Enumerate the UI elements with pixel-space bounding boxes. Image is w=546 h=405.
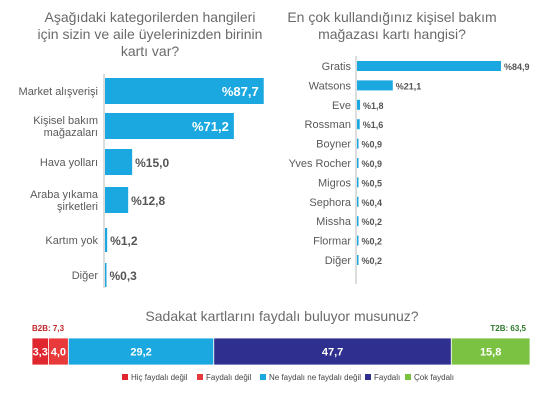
legend-swatch (405, 374, 411, 380)
chart2-category-label: Sephora (309, 197, 351, 209)
chart2-bar (357, 61, 501, 71)
legend-swatch (197, 374, 203, 380)
chart1-value-label: %1,2 (110, 234, 138, 248)
chart1-title-line: için sizin ve aile üyelerinizden birinin (38, 26, 263, 42)
chart1-bar (105, 263, 107, 287)
chart1-bar (105, 78, 264, 104)
stacked-segment-label: 4,0 (51, 347, 66, 359)
chart2-value-label: %0,2 (362, 256, 383, 266)
stacked-segment-label: 47,7 (322, 347, 343, 359)
chart1-category-label: Kişisel bakım (33, 115, 98, 127)
chart2-bar (357, 177, 359, 188)
legend-label: Çok faydalı (414, 373, 454, 382)
chart1-category-label: Market alışverişi (19, 86, 98, 98)
chart1-bar (105, 149, 133, 175)
chart1-value-label: %71,2 (192, 119, 229, 134)
legend-swatch (365, 374, 371, 380)
chart1-title-line: Aşağıdaki kategorilerden hangileri (45, 9, 256, 25)
chart1-category-label: Diğer (72, 270, 99, 282)
chart3-title: Sadakat kartlarını faydalı buluyor musun… (145, 308, 418, 324)
legend-swatch (122, 374, 128, 380)
chart2-value-label: %0,9 (362, 140, 383, 150)
chart1-category-label: Araba yıkama (30, 189, 99, 201)
chart2-value-label: %1,6 (363, 120, 384, 130)
chart2-category-label: Migros (318, 177, 352, 189)
chart2-value-label: %0,9 (362, 159, 383, 169)
chart2-category-label: Diğer (325, 255, 352, 267)
chart1-title-line: kartı var? (121, 43, 180, 59)
chart2-title-line: En çok kullandığınız kişisel bakım (287, 9, 496, 25)
chart1-value-label: %0,3 (110, 269, 138, 283)
chart1-bar (105, 187, 129, 213)
stacked-segment-label: 15,8 (480, 347, 501, 359)
chart2-bar (357, 80, 393, 91)
chart2-value-label: %0,2 (362, 237, 383, 247)
chart2-bar (357, 196, 359, 207)
chart2-category-label: Gratis (322, 61, 352, 73)
legend-label: Faydalı değil (206, 373, 252, 382)
chart2-category-label: Watsons (309, 80, 352, 92)
chart2-bar (357, 235, 359, 246)
chart2-title-line: mağazası kartı hangisi? (318, 26, 466, 42)
chart2-bar (357, 119, 360, 130)
chart1-category-label: mağazaları (44, 127, 98, 139)
stacked-segment (450, 337, 531, 366)
chart2-bar (357, 158, 359, 168)
chart2-category-label: Eve (332, 100, 351, 112)
chart1-value-label: %12,8 (131, 194, 165, 208)
chart2-bar (357, 99, 361, 110)
chart2-bar (357, 255, 359, 265)
chart2-value-label: %0,4 (362, 198, 383, 208)
chart1-category-label: şirketleri (57, 201, 98, 213)
chart2-category-label: Rossman (305, 119, 351, 131)
stacked-segment-label: 29,2 (130, 347, 151, 359)
chart2-category-label: Yves Rocher (289, 158, 352, 170)
chart2-category-label: Boyner (316, 139, 351, 151)
chart1-value-label: %87,7 (222, 84, 259, 99)
b2b-label: B2B: 7,3 (32, 324, 65, 333)
chart1-bar (105, 228, 108, 252)
legend-label: Faydalı (374, 373, 400, 382)
chart2-value-label: %0,5 (362, 178, 383, 188)
chart2-category-label: Missha (316, 216, 352, 228)
chart2-value-label: %21,1 (396, 81, 422, 91)
chart2-category-label: Flormar (313, 236, 351, 248)
legend-label: Ne faydalı ne faydalı değil (269, 373, 361, 382)
stacked-segment-label: 3,3 (33, 347, 48, 359)
chart2-bar (357, 138, 359, 149)
chart1-category-label: Kartım yok (45, 235, 98, 247)
chart2-bar (357, 216, 359, 227)
chart1-value-label: %15,0 (135, 156, 169, 170)
chart1-category-label: Hava yolları (40, 157, 98, 169)
chart1-bar (105, 113, 234, 139)
legend-label: Hiç faydalı değil (131, 373, 188, 382)
t2b-label: T2B: 63,5 (490, 324, 526, 333)
chart2-value-label: %1,8 (363, 101, 384, 111)
chart2-value-label: %84,9 (504, 62, 530, 72)
chart2-value-label: %0,2 (362, 217, 383, 227)
legend-swatch (260, 374, 266, 380)
